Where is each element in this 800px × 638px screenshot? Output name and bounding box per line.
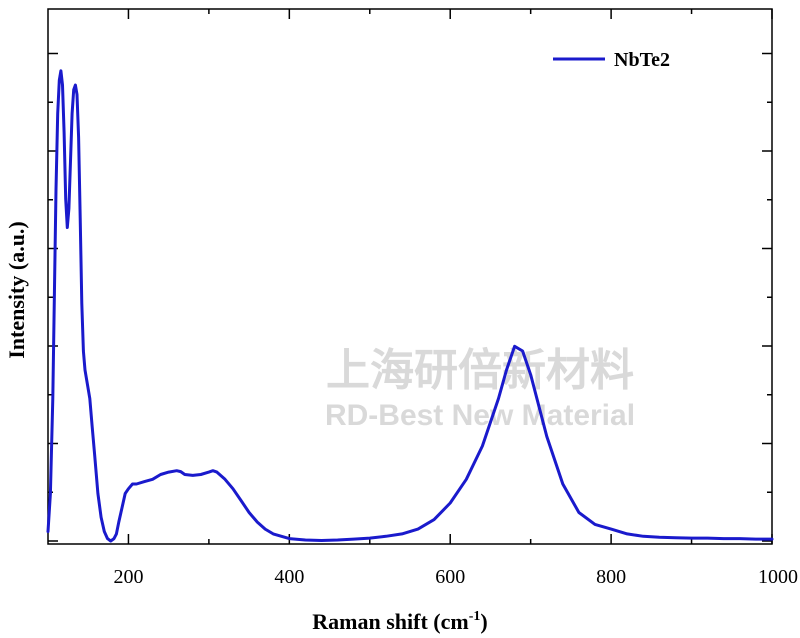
x-axis-title-close: ) (480, 609, 487, 634)
legend-label: NbTe2 (614, 49, 670, 71)
legend: NbTe2 (553, 49, 670, 71)
x-axis-title-sup: -1 (469, 609, 481, 624)
watermark-cn: 上海研倍新材料 (326, 345, 634, 396)
x-axis-title-main: Raman shift (cm (312, 609, 468, 634)
y-axis-title: Intensity (a.u.) (4, 221, 29, 359)
x-tick-labels: 200 400 600 800 1000 (113, 566, 798, 588)
x-tick-label: 1000 (758, 566, 798, 588)
plot-frame (47, 8, 773, 545)
x-tick-label: 600 (435, 566, 465, 588)
series-line-nbte2 (46, 69, 774, 543)
x-tick-label: 200 (113, 566, 143, 588)
axis-ticks (48, 9, 773, 544)
x-tick-label: 800 (596, 566, 626, 588)
x-axis-title: Raman shift (cm-1) (312, 609, 487, 634)
watermark-en: RD-Best New Material (325, 399, 635, 432)
x-tick-label: 400 (274, 566, 304, 588)
